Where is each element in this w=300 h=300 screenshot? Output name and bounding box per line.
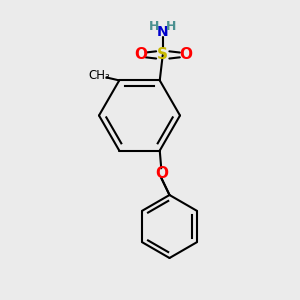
Text: H: H <box>149 20 160 33</box>
Text: S: S <box>157 47 168 62</box>
Text: CH₃: CH₃ <box>88 69 110 82</box>
Text: O: O <box>179 47 192 62</box>
Text: H: H <box>166 20 176 33</box>
Text: O: O <box>134 47 147 62</box>
Text: N: N <box>157 25 169 38</box>
Text: O: O <box>155 166 168 181</box>
